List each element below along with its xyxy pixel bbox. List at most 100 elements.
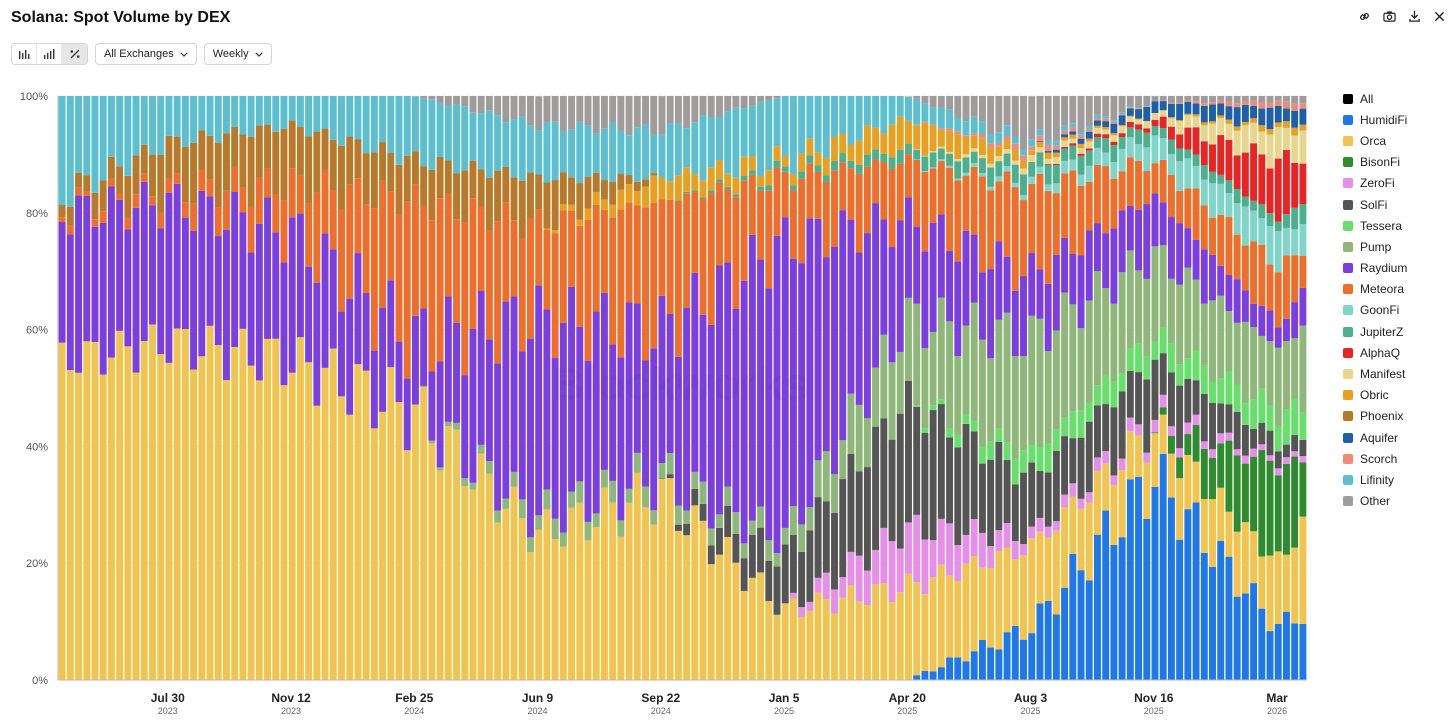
bar-week-114[interactable]	[995, 96, 1003, 680]
bar-week-41[interactable]	[395, 96, 403, 680]
camera-icon[interactable]	[1383, 10, 1396, 23]
bar-week-115[interactable]	[1003, 96, 1011, 680]
bar-week-50[interactable]	[469, 96, 477, 680]
bar-week-149[interactable]	[1283, 96, 1290, 680]
bar-week-6[interactable]	[107, 96, 115, 680]
bar-week-95[interactable]	[839, 96, 847, 680]
bar-week-135[interactable]	[1167, 96, 1175, 680]
bar-week-130[interactable]	[1126, 96, 1134, 680]
bar-week-17[interactable]	[198, 96, 206, 680]
bar-week-96[interactable]	[847, 96, 855, 680]
legend-item-raydium[interactable]: Raydium	[1343, 258, 1407, 279]
bar-week-70[interactable]	[633, 96, 641, 680]
legend-item-other[interactable]: Other	[1343, 491, 1407, 512]
bar-week-146[interactable]	[1258, 96, 1266, 680]
legend-item-solfi[interactable]: SolFi	[1343, 194, 1407, 215]
bar-week-129[interactable]	[1118, 96, 1126, 680]
bar-week-38[interactable]	[370, 96, 378, 680]
legend-item-phoenix[interactable]: Phoenix	[1343, 406, 1407, 427]
bar-week-86[interactable]	[765, 96, 773, 680]
absolute-bar-button[interactable]	[12, 44, 37, 64]
bar-week-124[interactable]	[1077, 96, 1085, 680]
bar-week-127[interactable]	[1102, 96, 1110, 680]
bar-week-39[interactable]	[379, 96, 387, 680]
bar-week-143[interactable]	[1233, 96, 1241, 680]
bar-week-102[interactable]	[896, 96, 904, 680]
bar-week-30[interactable]	[305, 96, 313, 680]
bar-week-58[interactable]	[535, 96, 543, 680]
bar-week-125[interactable]	[1085, 96, 1093, 680]
bar-week-85[interactable]	[757, 96, 765, 680]
bar-week-121[interactable]	[1052, 96, 1060, 680]
percent-bar-button[interactable]	[62, 44, 87, 64]
bar-week-55[interactable]	[510, 96, 518, 680]
bar-week-67[interactable]	[609, 96, 617, 680]
legend-item-bisonfi[interactable]: BisonFi	[1343, 152, 1407, 173]
bar-week-113[interactable]	[987, 96, 995, 680]
legend-item-lifinity[interactable]: Lifinity	[1343, 469, 1407, 490]
bar-week-145[interactable]	[1250, 96, 1258, 680]
bar-week-25[interactable]	[264, 96, 271, 680]
bar-week-89[interactable]	[789, 96, 797, 680]
bar-week-87[interactable]	[773, 96, 781, 680]
bar-week-16[interactable]	[190, 96, 198, 680]
bar-week-47[interactable]	[444, 96, 452, 680]
bar-week-147[interactable]	[1266, 96, 1274, 680]
bar-week-105[interactable]	[921, 96, 929, 680]
bar-week-104[interactable]	[913, 96, 921, 680]
bar-week-0[interactable]	[58, 96, 66, 680]
bar-week-28[interactable]	[288, 96, 296, 680]
bar-week-97[interactable]	[855, 96, 863, 680]
bar-week-65[interactable]	[592, 96, 600, 680]
bar-week-101[interactable]	[888, 96, 896, 680]
link-icon[interactable]	[1358, 10, 1371, 23]
bar-week-133[interactable]	[1151, 96, 1159, 680]
stacked-bar-button[interactable]	[37, 44, 62, 64]
bar-week-90[interactable]	[798, 96, 806, 680]
bar-week-83[interactable]	[740, 96, 748, 680]
bar-week-79[interactable]	[707, 96, 715, 680]
bar-week-8[interactable]	[124, 96, 132, 680]
bar-week-109[interactable]	[954, 96, 962, 680]
download-icon[interactable]	[1408, 10, 1421, 23]
bar-week-21[interactable]	[231, 96, 239, 680]
bar-week-144[interactable]	[1241, 96, 1249, 680]
bar-week-110[interactable]	[962, 96, 970, 680]
bar-week-84[interactable]	[748, 96, 756, 680]
bar-week-78[interactable]	[699, 96, 707, 680]
bar-week-40[interactable]	[387, 96, 395, 680]
legend-item-zerofi[interactable]: ZeroFi	[1343, 173, 1407, 194]
bar-week-44[interactable]	[420, 96, 428, 680]
bar-week-132[interactable]	[1143, 96, 1151, 680]
bar-week-142[interactable]	[1225, 96, 1233, 680]
bar-week-31[interactable]	[313, 96, 321, 680]
bar-week-12[interactable]	[157, 96, 165, 680]
bar-week-60[interactable]	[551, 96, 559, 680]
bar-week-32[interactable]	[321, 96, 329, 680]
bar-week-57[interactable]	[527, 96, 534, 680]
bar-week-2[interactable]	[75, 96, 82, 680]
bar-week-63[interactable]	[576, 96, 584, 680]
bar-week-141[interactable]	[1217, 96, 1225, 680]
bar-week-51[interactable]	[477, 96, 485, 680]
bar-week-37[interactable]	[362, 96, 370, 680]
bar-week-151[interactable]	[1299, 96, 1307, 680]
legend-item-humidifi[interactable]: HumidiFi	[1343, 109, 1407, 130]
bar-week-69[interactable]	[625, 96, 633, 680]
bar-week-3[interactable]	[83, 96, 91, 680]
bar-week-123[interactable]	[1069, 96, 1077, 680]
legend-item-orca[interactable]: Orca	[1343, 130, 1407, 151]
bar-week-88[interactable]	[781, 96, 789, 680]
bar-week-48[interactable]	[453, 96, 460, 680]
legend-item-all[interactable]: All	[1343, 88, 1407, 109]
bar-week-107[interactable]	[937, 96, 945, 680]
bar-week-77[interactable]	[691, 96, 699, 680]
bar-week-73[interactable]	[658, 96, 666, 680]
legend-item-manifest[interactable]: Manifest	[1343, 363, 1407, 384]
bar-week-13[interactable]	[165, 96, 173, 680]
bar-week-98[interactable]	[863, 96, 871, 680]
bar-week-108[interactable]	[946, 96, 954, 680]
bar-week-92[interactable]	[814, 96, 822, 680]
bar-week-24[interactable]	[255, 96, 263, 680]
bar-week-122[interactable]	[1061, 96, 1069, 680]
